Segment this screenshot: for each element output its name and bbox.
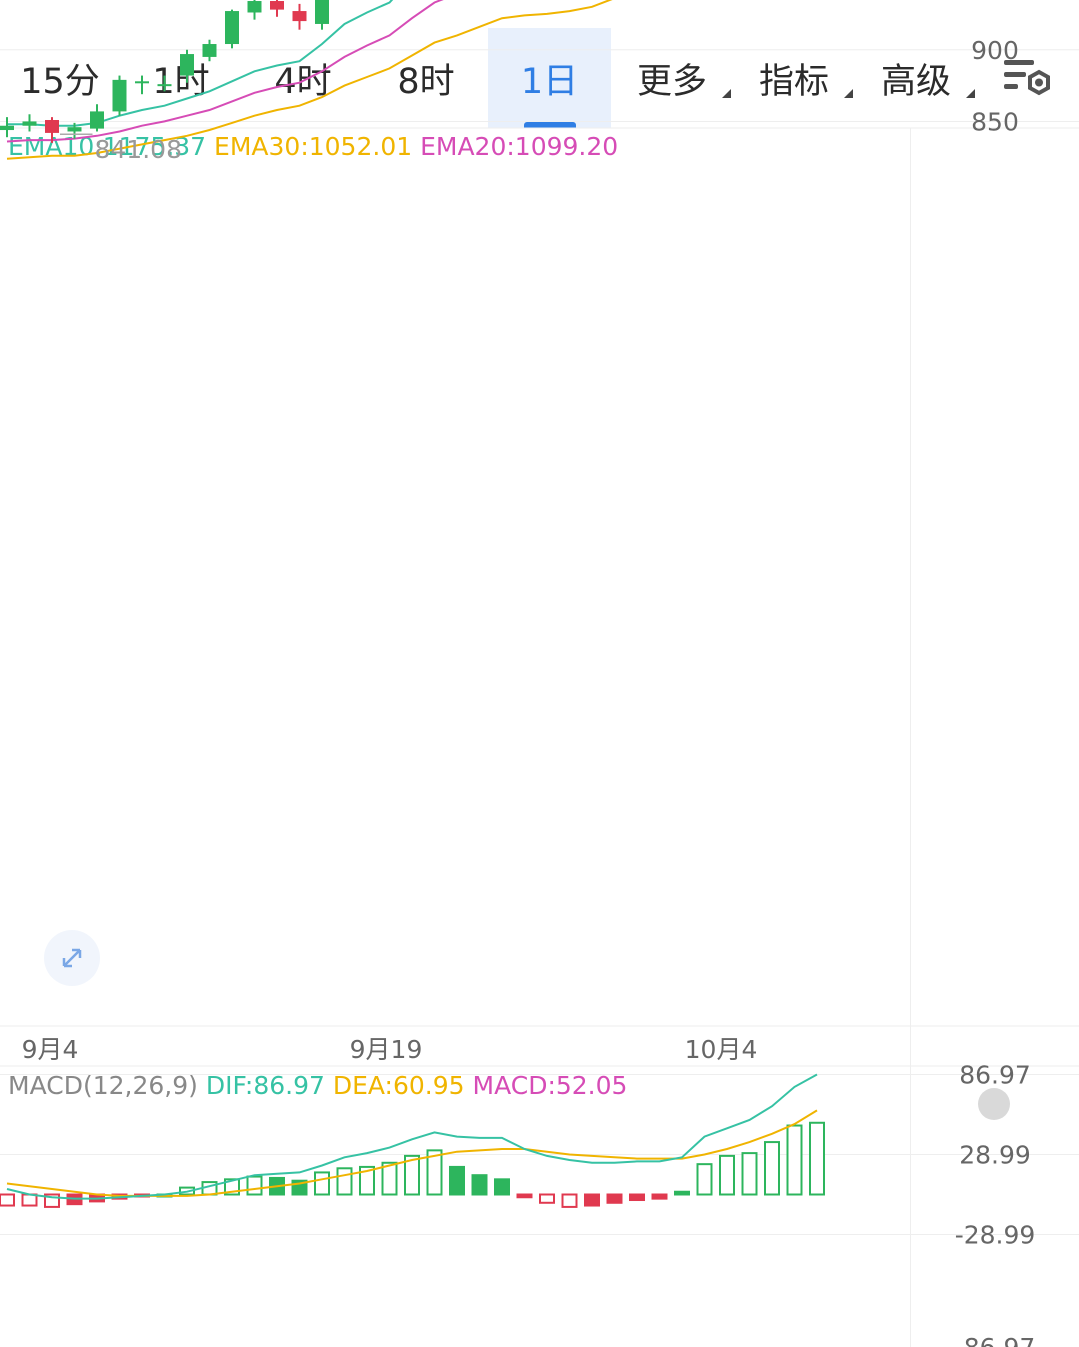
ema20-legend: EMA20:1099.20 [420, 132, 619, 161]
active-tab-indicator [524, 122, 576, 128]
collapse-badge [978, 1088, 1010, 1120]
ema30-line [6, 0, 613, 160]
candle-body [22, 121, 37, 126]
macd-histogram-bar [381, 1161, 398, 1196]
macd-tick-label: 86.97 [959, 1061, 1031, 1090]
candle-body [45, 120, 59, 133]
macd-histogram-bar [809, 1121, 825, 1196]
ema-legend: EMA10:1175.37 EMA30:1052.01 EMA20:1099.2… [8, 132, 618, 161]
macd-tick-label: 28.99 [959, 1141, 1031, 1170]
tab-label: 指标 [758, 61, 829, 102]
candle-body [157, 84, 172, 87]
macd-histogram-bar [651, 1193, 668, 1200]
macd-histogram-bar [359, 1165, 375, 1196]
tab-label: 更多 [636, 61, 707, 102]
macd-tick-label: -86.97 [955, 1333, 1036, 1347]
macd-legend: MACD(12,26,9) DIF:86.97 DEA:60.95 MACD:5… [8, 1071, 627, 1100]
macd-legend-title: MACD(12,26,9) [8, 1071, 198, 1100]
timeframe-tab-bar: 15分 1时 4时 8时 1日 更多 指标 高级 [0, 28, 1079, 128]
candle-body [67, 127, 82, 132]
macd-histogram-bar [426, 1149, 443, 1196]
macd-histogram-bar [21, 1193, 38, 1207]
dropdown-corner-icon [844, 89, 853, 98]
macd-histogram-bar [539, 1193, 555, 1204]
dea-legend: DEA:60.95 [332, 1071, 465, 1100]
tab-more-dropdown[interactable]: 更多 [611, 28, 733, 128]
chart-settings-icon [1004, 60, 1050, 96]
macd-histogram-bar [674, 1190, 690, 1196]
candle-body [90, 111, 104, 129]
tab-1day[interactable]: 1日 [488, 28, 611, 128]
macd-histogram-bar [584, 1193, 600, 1207]
macd-histogram-bar [449, 1165, 465, 1196]
price-tick-label: 900 [971, 36, 1019, 65]
macd-value-legend: MACD:52.05 [472, 1071, 628, 1100]
candle-body [270, 1, 284, 10]
candle-body [225, 11, 239, 45]
macd-histogram-bar [516, 1193, 533, 1199]
macd-histogram-bar [741, 1152, 758, 1196]
candle-body [180, 54, 194, 76]
macd-histogram-bar [629, 1193, 645, 1202]
time-tick-label: 9月4 [22, 1035, 79, 1064]
low-price-marker: 841.08 [95, 135, 182, 164]
candle-body [315, 0, 329, 24]
macd-histogram-bar [786, 1124, 803, 1196]
macd-histogram-bar [606, 1193, 623, 1204]
time-tick-label: 10月4 [685, 1035, 758, 1064]
candle-body [135, 81, 149, 84]
dropdown-corner-icon [722, 89, 731, 98]
macd-histogram-bar [764, 1141, 780, 1196]
macd-histogram-bar [561, 1193, 578, 1208]
macd-tick-label: -28.99 [955, 1220, 1036, 1249]
tab-label: 15分 [20, 61, 100, 102]
tab-label: 高级 [880, 61, 951, 102]
price-tick-label: 850 [971, 107, 1019, 136]
macd-histogram-bar [0, 1193, 15, 1207]
macd-histogram-bar [404, 1154, 420, 1196]
macd-histogram-bar [471, 1174, 488, 1196]
time-tick-label: 9月19 [350, 1035, 423, 1064]
dif-line [6, 1073, 818, 1200]
ema30-legend: EMA30:1052.01 [214, 132, 413, 161]
macd-histogram-bar [246, 1175, 263, 1196]
chart-settings-icon[interactable] [996, 50, 1056, 110]
macd-histogram-bar [696, 1163, 713, 1196]
candle-body [0, 125, 14, 131]
macd-histogram-bar [314, 1171, 330, 1196]
candle-body [112, 79, 127, 112]
candle-body [202, 44, 217, 57]
ema20-line [6, 0, 444, 143]
dropdown-corner-icon [966, 89, 975, 98]
tab-label: 8时 [397, 61, 455, 102]
candle-body [247, 1, 262, 13]
macd-histogram-bar [336, 1167, 353, 1196]
ema10-line [7, 0, 394, 127]
tab-15min[interactable]: 15分 [0, 28, 120, 128]
macd-histogram-bar [494, 1178, 510, 1196]
tab-indicators-dropdown[interactable]: 指标 [733, 28, 855, 128]
tab-advanced-dropdown[interactable]: 高级 [855, 28, 977, 128]
candle-body [292, 11, 307, 22]
expand-icon [62, 948, 82, 968]
macd-histogram-bar [719, 1154, 735, 1196]
tab-label: 1日 [520, 61, 579, 102]
dif-legend: DIF:86.97 [205, 1071, 325, 1100]
tab-8hour[interactable]: 8时 [364, 28, 488, 128]
